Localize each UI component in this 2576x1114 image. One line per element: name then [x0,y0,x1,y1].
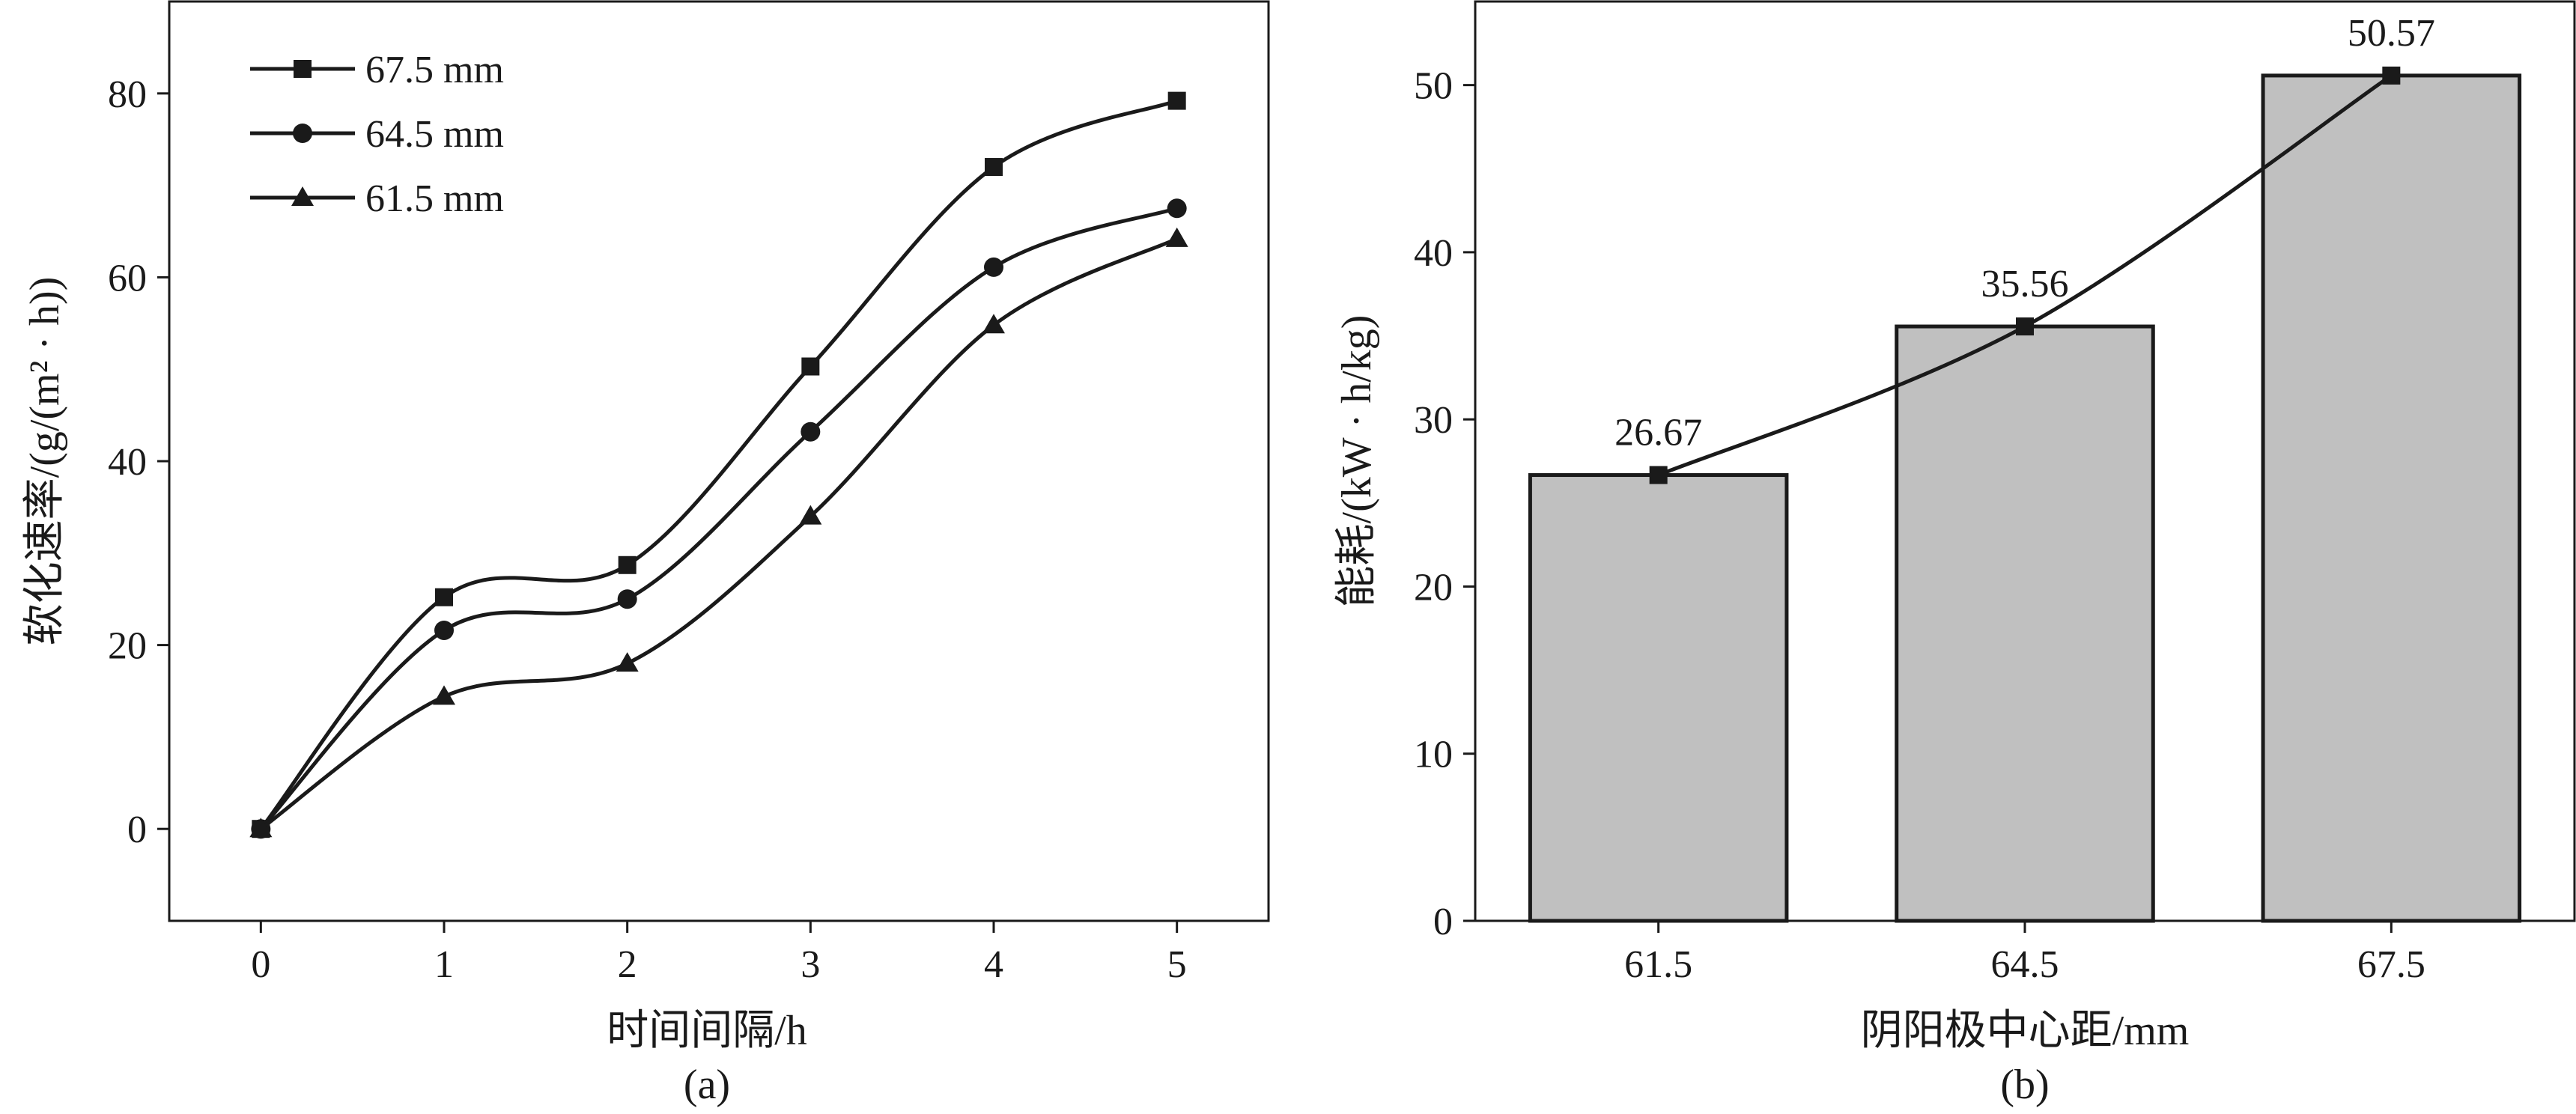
panel-b-point [2016,317,2034,336]
panel-a-point [982,314,1005,334]
panel-a-point [616,652,639,672]
panel-b-y-tick-label: 20 [1414,566,1453,609]
panel-b-bar [2261,73,2522,923]
panel-b-bar [1528,473,1789,923]
panel-b-y-tick-label: 0 [1433,901,1453,943]
panel-a-point [801,357,820,376]
panel-a-legend-label: 67.5 mm [365,49,504,91]
panel-b-y-tick-label: 40 [1414,232,1453,275]
panel-a-point [801,421,821,442]
panel-b-x-tick-label: 64.5 [1991,943,2059,986]
panel-a-x-tick-label: 0 [251,943,270,986]
panel-a-x-axis-title: 时间间隔/h [607,1008,807,1054]
panel-a-legend-marker [293,124,312,143]
panel-a-point [434,620,454,640]
panel-b-point [1649,466,1668,484]
panel-b-bar [1895,324,2155,923]
panel-a-series-line [259,206,1178,830]
panel-a-x-axis: 0 1 2 3 4 5 [251,921,1187,986]
panel-a-y-axis-title: 软化速率/(g/(m² · h)) [22,277,68,646]
panel-a-x-tick-label: 1 [434,943,454,986]
panel-a-y-tick-label: 20 [108,625,147,668]
panel-a-point [1167,198,1187,219]
panel-a-series-group [249,91,1188,839]
panel-a-point [985,158,1003,177]
panel-b-point [2382,66,2401,85]
panel-a-x-tick-label: 5 [1167,943,1187,986]
panel-b-label: (b) [2000,1062,2049,1108]
panel-a-point [1165,227,1188,247]
panel-b-data-label: 26.67 [1614,412,1702,454]
panel-b-bars-group [1528,73,2522,923]
panel-b-x-axis: 61.5 64.5 67.5 [1624,921,2425,986]
panel-b-x-tick-label: 61.5 [1624,943,1692,986]
panel-a-legend: 67.5 mm 64.5 mm 61.5 mm [250,49,504,220]
panel-b-data-label: 35.56 [1981,263,2069,305]
panel-a-label: (a) [684,1062,730,1108]
panel-a-point [249,818,273,838]
panel-a-legend-marker [294,60,312,78]
panel-a-x-tick-label: 4 [984,943,1003,986]
panel-a-y-tick-label: 80 [108,73,147,116]
panel-b-data-label: 50.57 [2348,12,2435,55]
panel-a-point [618,556,637,574]
panel-b-x-tick-label: 67.5 [2357,943,2425,986]
panel-a-y-tick-label: 40 [108,441,147,484]
panel-a-legend-label: 61.5 mm [365,177,504,220]
panel-b-overlay-line-group: 26.67 35.56 50.57 [1614,12,2435,484]
panel-b-y-tick-label: 50 [1414,65,1453,108]
panel-b-y-tick-label: 10 [1414,734,1453,776]
panel-a-x-tick-label: 3 [801,943,820,986]
panel-a-point [799,505,822,525]
panel-b-bar-chart: 0 10 20 30 40 50 26.67 35.56 50.57 61.5 64.5 67.5… [1334,0,2576,1108]
panel-a-point [984,257,1003,277]
panel-a-y-tick-label: 0 [127,809,147,851]
panel-a-y-axis: 0 20 40 60 80 [108,73,169,851]
panel-a-plot-frame [168,0,1270,922]
panel-a-point [617,589,637,609]
panel-a-legend-label: 64.5 mm [365,113,504,156]
panel-b-y-tick-label: 30 [1414,399,1453,442]
panel-b-y-axis: 0 10 20 30 40 50 [1414,65,1475,943]
panel-a-point [435,588,453,606]
panel-a-legend-marker [291,186,314,206]
panel-a-series-line [259,237,1178,831]
panel-b-y-axis-title: 能耗/(kW · h/kg) [1334,315,1380,608]
panel-a-x-tick-label: 2 [618,943,637,986]
panel-b-x-axis-title: 阴阳极中心距/mm [1861,1008,2190,1054]
panel-a-point [1167,91,1186,110]
panel-a-y-tick-label: 60 [108,257,147,299]
panel-a-point [433,685,455,705]
panel-a-line-chart: 0 20 40 60 80 0 1 2 3 4 5 67.5 mm 64.5 mm 61.5 mm 时… [22,0,1270,1108]
